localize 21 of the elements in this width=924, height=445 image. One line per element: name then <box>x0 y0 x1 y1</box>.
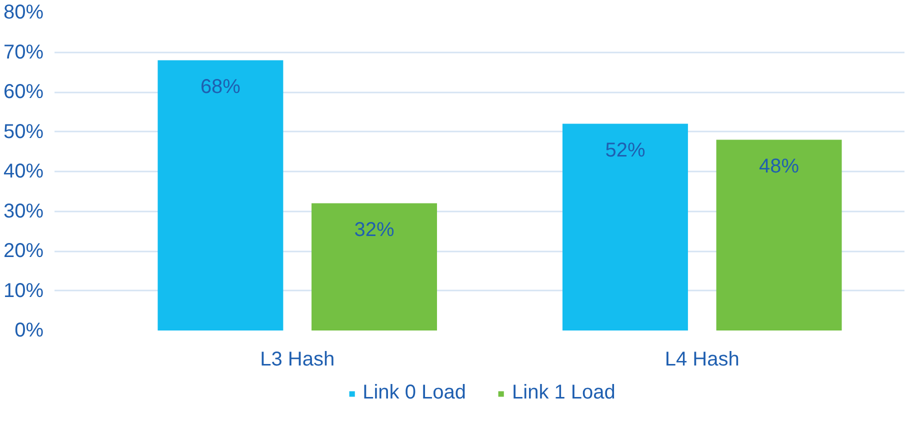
data-label: 48% <box>759 156 800 178</box>
y-tick-label: 50% <box>3 120 44 143</box>
y-tick-label: 30% <box>3 200 44 222</box>
legend-label: Link 1 Load <box>512 382 616 404</box>
y-tick-label: 10% <box>3 280 44 302</box>
y-tick-label: 0% <box>14 320 44 342</box>
x-tick-label: L3 Hash <box>260 348 335 370</box>
x-tick-label: L4 Hash <box>664 348 740 370</box>
y-tick-label: 60% <box>3 81 44 103</box>
y-tick-label: 40% <box>3 160 44 182</box>
data-label: 52% <box>605 140 646 162</box>
legend-label: Link 0 Load <box>362 382 466 404</box>
y-tick-label: 80% <box>3 2 44 24</box>
data-label: 32% <box>354 219 394 242</box>
bar <box>716 140 842 330</box>
data-label: 68% <box>200 76 241 98</box>
y-tick-label: 70% <box>3 41 44 64</box>
bar <box>158 60 284 330</box>
bar <box>562 124 688 330</box>
bar <box>312 203 437 330</box>
y-tick-label: 20% <box>3 240 44 262</box>
